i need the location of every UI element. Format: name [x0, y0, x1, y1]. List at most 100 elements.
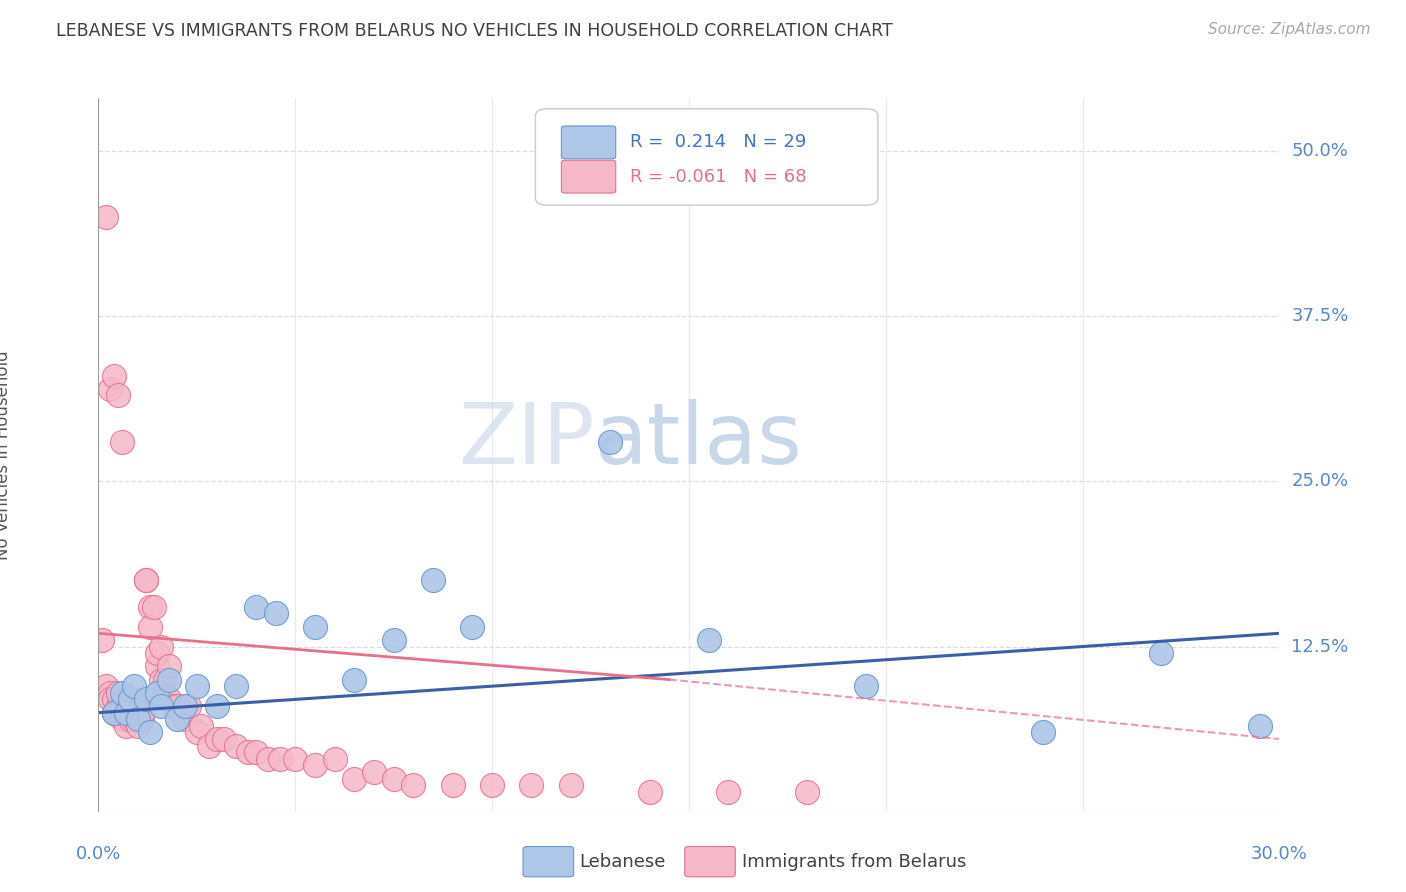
Point	[138, 599, 160, 614]
Point	[170, 706, 193, 720]
FancyBboxPatch shape	[561, 161, 616, 193]
Text: 37.5%: 37.5%	[1291, 307, 1348, 326]
Point	[127, 698, 149, 713]
Text: atlas: atlas	[595, 399, 803, 483]
Point	[796, 785, 818, 799]
Point	[1150, 646, 1173, 660]
Point	[107, 706, 129, 720]
Point	[166, 698, 188, 713]
Point	[122, 679, 145, 693]
Point	[190, 719, 212, 733]
Point	[1032, 725, 1054, 739]
Point	[131, 706, 153, 720]
Text: Source: ZipAtlas.com: Source: ZipAtlas.com	[1208, 22, 1371, 37]
Point	[96, 679, 118, 693]
Point	[142, 599, 165, 614]
Point	[284, 752, 307, 766]
Point	[122, 706, 145, 720]
Text: R = -0.061   N = 68: R = -0.061 N = 68	[630, 168, 807, 186]
Point	[146, 646, 169, 660]
Point	[166, 712, 188, 726]
Point	[256, 752, 278, 766]
Point	[115, 706, 138, 720]
FancyBboxPatch shape	[536, 109, 877, 205]
Point	[107, 686, 129, 700]
Point	[422, 574, 444, 588]
Point	[107, 388, 129, 402]
Point	[186, 679, 208, 693]
Point	[118, 706, 141, 720]
Point	[127, 719, 149, 733]
Point	[186, 725, 208, 739]
Point	[197, 739, 219, 753]
FancyBboxPatch shape	[561, 126, 616, 159]
Point	[96, 210, 118, 224]
Point	[150, 673, 173, 687]
Text: No Vehicles in Household: No Vehicles in Household	[0, 350, 11, 560]
Point	[717, 785, 740, 799]
Point	[402, 778, 425, 792]
Point	[236, 745, 259, 759]
Point	[245, 745, 267, 759]
Point	[304, 758, 326, 772]
Text: ZIP: ZIP	[458, 399, 595, 483]
Point	[127, 712, 149, 726]
Point	[103, 692, 125, 706]
Point	[155, 673, 177, 687]
Point	[481, 778, 503, 792]
Point	[157, 673, 180, 687]
Point	[269, 752, 291, 766]
Point	[107, 698, 129, 713]
Point	[98, 692, 121, 706]
Point	[855, 679, 877, 693]
Point	[177, 698, 200, 713]
Point	[343, 673, 366, 687]
Point	[111, 434, 134, 449]
Point	[245, 599, 267, 614]
Point	[343, 772, 366, 786]
Point	[150, 640, 173, 654]
Point	[382, 772, 405, 786]
Point	[214, 732, 236, 747]
Point	[264, 607, 287, 621]
Point	[146, 686, 169, 700]
Point	[174, 698, 197, 713]
Point	[599, 434, 621, 449]
Point	[638, 785, 661, 799]
Point	[441, 778, 464, 792]
Point	[461, 620, 484, 634]
Point	[118, 712, 141, 726]
Point	[174, 712, 197, 726]
Point	[111, 698, 134, 713]
Point	[103, 706, 125, 720]
Point	[135, 574, 157, 588]
Point	[111, 712, 134, 726]
Point	[115, 719, 138, 733]
Point	[520, 778, 543, 792]
Text: 12.5%: 12.5%	[1291, 638, 1348, 656]
Point	[135, 574, 157, 588]
Point	[118, 692, 141, 706]
Point	[150, 698, 173, 713]
Point	[162, 698, 184, 713]
Point	[98, 686, 121, 700]
Text: LEBANESE VS IMMIGRANTS FROM BELARUS NO VEHICLES IN HOUSEHOLD CORRELATION CHART: LEBANESE VS IMMIGRANTS FROM BELARUS NO V…	[56, 22, 893, 40]
Point	[304, 620, 326, 634]
Point	[1249, 719, 1271, 733]
Point	[103, 706, 125, 720]
Point	[138, 620, 160, 634]
Point	[560, 778, 582, 792]
Text: Immigrants from Belarus: Immigrants from Belarus	[742, 853, 967, 871]
Point	[382, 632, 405, 647]
Point	[225, 739, 247, 753]
Text: Lebanese: Lebanese	[579, 853, 665, 871]
Point	[91, 632, 114, 647]
Text: 30.0%: 30.0%	[1251, 845, 1308, 863]
Point	[98, 382, 121, 396]
Point	[115, 692, 138, 706]
Text: 50.0%: 50.0%	[1291, 142, 1348, 160]
Point	[138, 725, 160, 739]
Point	[122, 712, 145, 726]
Point	[157, 659, 180, 673]
Point	[205, 698, 228, 713]
